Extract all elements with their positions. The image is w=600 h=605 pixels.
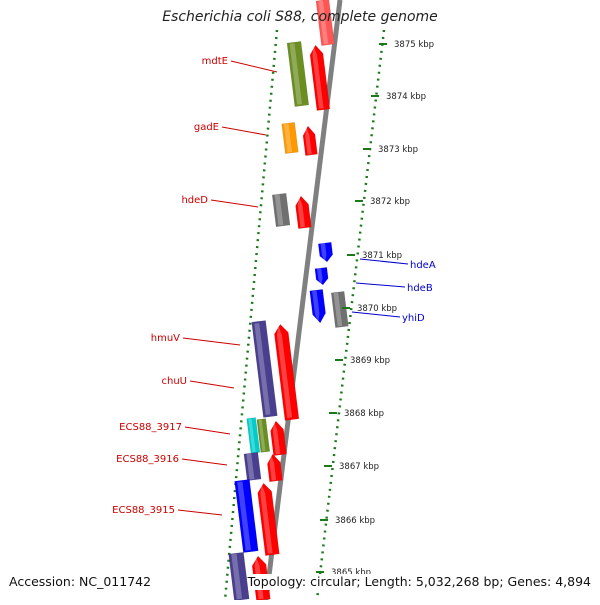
gene-block-hded — [295, 195, 312, 229]
gene-block-gade — [281, 122, 299, 154]
gene-label-leader — [182, 337, 241, 346]
gene-block-hdea — [318, 241, 333, 263]
kbp-tick-label: 3870 kbp — [357, 304, 397, 314]
gene-block-ecs88_3915 — [234, 479, 259, 553]
gene-block-shine — [283, 123, 293, 153]
gene-block-shine — [269, 454, 277, 481]
gene-block-yhid — [309, 289, 326, 324]
gene-block-ecs88_3917 — [270, 420, 287, 456]
gene-label-leader — [351, 311, 401, 318]
gene-block-shine — [274, 194, 284, 226]
gene-block-ecs88_3916 — [267, 453, 283, 482]
gene-block-ecs88_3916 — [243, 451, 262, 482]
gene-block-shine — [231, 553, 243, 600]
gene-block-shine — [237, 481, 251, 551]
kbp-tick-label: 3875 kbp — [394, 40, 434, 50]
kbp-tick-label: 3865 kbp — [331, 568, 371, 578]
gene-block-mdte — [286, 41, 310, 107]
gene-block-shine — [320, 243, 327, 262]
gene-block-shine — [246, 453, 255, 480]
gene-label-leader — [210, 199, 259, 208]
gene-block-shine — [318, 0, 329, 45]
inner-dotted-ring — [223, 29, 279, 601]
map-title: Escherichia coli S88, complete genome — [162, 9, 438, 25]
gene-label-hdeb: hdeB — [407, 283, 433, 294]
gene-block-shine — [276, 326, 293, 419]
kbp-tick-label: 3872 kbp — [370, 197, 410, 207]
gene-label-leader — [177, 509, 223, 516]
gene-label-chuu: chuU — [162, 376, 188, 387]
gene-block-mdte — [315, 0, 335, 46]
gene-label-ecs88_3917: ECS88_3917 — [119, 422, 182, 433]
kbp-ticks: 3875 kbp 3874 kbp 3873 kbp 3872 kbp 3871 kbp… — [316, 40, 434, 578]
kbp-tick-label: 3868 kbp — [344, 409, 384, 419]
gene-block-yhid — [330, 291, 349, 328]
gene-label-leader — [221, 126, 267, 136]
gene-block-shine — [254, 322, 271, 416]
gene-block-ecs88_3914 — [228, 551, 250, 602]
gene-label-leader — [355, 282, 406, 288]
gene-label-hded: hdeD — [181, 195, 208, 206]
gene-block-mdte — [309, 44, 331, 111]
gene-block-hdeb — [314, 267, 329, 286]
gene-label-leader — [189, 380, 235, 389]
kbp-tick-label: 3871 kbp — [362, 251, 402, 261]
gene-label-gade: gadE — [194, 122, 219, 133]
gene-block-gade — [302, 125, 318, 156]
gene-block-shine — [312, 290, 320, 323]
kbp-tick-label: 3867 kbp — [339, 462, 379, 472]
gene-block-shine — [248, 418, 256, 453]
accession-text: Accession: NC_011742 — [9, 574, 152, 590]
gene-block-hmuv — [251, 320, 278, 418]
gene-labels: mdtE gadE hdeD hmuV chuU ECS88_3917 ECS88_3916… — [112, 56, 436, 516]
gene-label-hmuv: hmuV — [151, 333, 180, 344]
gene-label-yhid: yhiD — [402, 313, 425, 324]
gene-label-ecs88_3915: ECS88_3915 — [112, 505, 175, 516]
kbp-tick-label: 3866 kbp — [335, 516, 375, 526]
gene-block-shine — [305, 126, 312, 155]
gene-block-hded — [271, 192, 291, 228]
gene-label-hdea: hdeA — [410, 260, 436, 271]
gene-features — [228, 0, 349, 602]
gene-block-ecs88_3917 — [246, 417, 261, 454]
gene-block-shine — [260, 484, 273, 554]
gene-block-ecs88_3917 — [256, 418, 271, 453]
gene-block-shine — [297, 196, 306, 228]
gene-label-ecs88_3916: ECS88_3916 — [116, 454, 179, 465]
kbp-tick-label: 3874 kbp — [386, 92, 426, 102]
gene-label-leader — [230, 60, 278, 73]
topology-text: Topology: circular; Length: 5,032,268 bp… — [247, 574, 591, 590]
gene-label-leader — [359, 258, 409, 265]
gene-label-mdte: mdtE — [202, 56, 228, 67]
gene-block-shine — [317, 268, 323, 285]
gene-block-shine — [272, 421, 281, 455]
gene-block-shine — [312, 46, 324, 109]
gene-label-leader — [184, 426, 231, 435]
gene-label-leader — [181, 458, 228, 466]
kbp-tick-label: 3873 kbp — [378, 145, 418, 155]
gene-block-hmuv — [274, 323, 300, 421]
gene-block-shine — [333, 292, 343, 327]
kbp-tick-label: 3869 kbp — [350, 356, 390, 366]
gene-block-ecs88_3915 — [257, 482, 280, 556]
gene-block-shine — [258, 419, 266, 452]
gene-block-shine — [289, 43, 302, 105]
